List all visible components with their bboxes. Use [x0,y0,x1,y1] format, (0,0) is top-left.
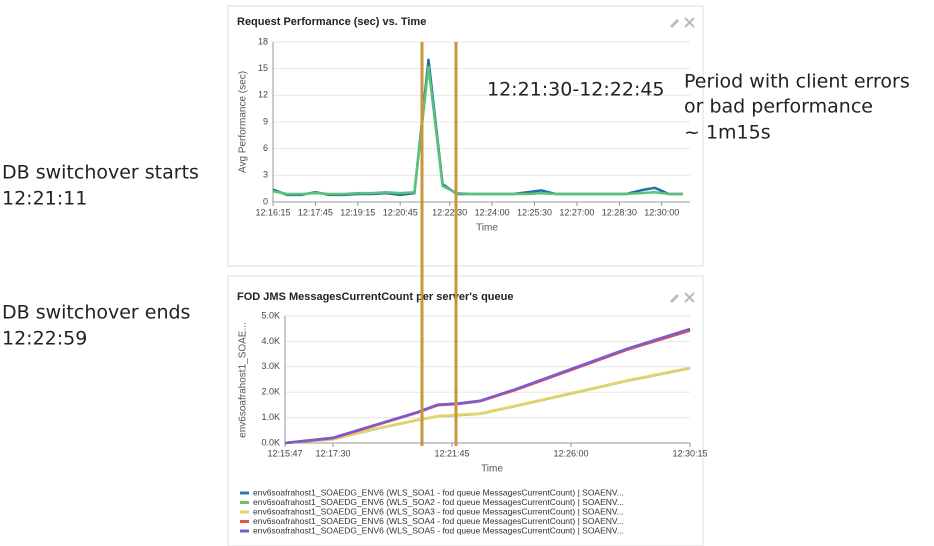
y-axis-label: Avg Performance (sec) [238,71,249,173]
legend-label: env6soafrahost1_SOAEDG_ENV6 (WLS_SOA2 - … [253,497,624,507]
y-tick-label: 12 [258,90,268,100]
y-tick-label: 2.0K [261,387,280,397]
close-icon[interactable] [684,292,695,303]
x-tick-label: 12:27:00 [559,207,594,217]
x-axis-label: Time [481,464,503,475]
x-tick-label: 12:15:47 [267,448,302,458]
y-tick-label: 9 [263,116,268,126]
annotation: 12:21:30-12:22:45 [487,79,665,101]
series-line [284,327,691,445]
close-icon[interactable] [684,17,695,28]
y-tick-label: 0.0K [261,437,280,447]
y-tick-label: 18 [258,36,268,46]
x-tick-label: 12:20:45 [383,207,418,217]
x-tick-label: 12:21:45 [435,448,470,458]
legend-swatch [240,491,249,495]
x-tick-label: 12:16:15 [255,207,290,217]
x-axis-label: Time [476,223,498,234]
annotation: Period with client errors [684,71,910,93]
x-tick-label: 12:22:30 [432,207,467,217]
y-tick-label: 3.0K [261,361,280,371]
y-tick-label: 6 [263,143,268,153]
annotation: DB switchover ends [2,302,190,324]
y-tick-label: 4.0K [261,336,280,346]
legend-label: env6soafrahost1_SOAEDG_ENV6 (WLS_SOA4 - … [253,516,624,526]
x-tick-label: 12:24:00 [475,207,510,217]
y-tick-label: 15 [258,63,268,73]
edit-icon[interactable] [670,19,679,28]
y-axis-label: env6soafrahost1_SOAE... [238,322,249,438]
x-tick-label: 12:19:15 [340,207,375,217]
panel-title: FOD JMS MessagesCurrentCount per server'… [237,291,513,303]
legend-swatch [240,529,249,533]
x-tick-label: 12:28:30 [602,207,637,217]
panel-title: Request Performance (sec) vs. Time [237,16,426,28]
legend-swatch [240,510,249,514]
y-tick-label: 0 [263,196,268,206]
annotation: ~ 1m15s [684,122,771,144]
legend-swatch [240,520,249,523]
series-line [284,366,691,445]
panel-icons[interactable] [670,17,695,303]
series-line [272,65,683,196]
panel [227,275,704,546]
x-tick-label: 12:25:30 [517,207,552,217]
x-tick-label: 12:17:45 [298,207,333,217]
y-tick-label: 1.0K [261,412,280,422]
x-tick-label: 12:26:00 [553,448,588,458]
y-tick-label: 3 [263,170,268,180]
legend-label: env6soafrahost1_SOAEDG_ENV6 (WLS_SOA1 - … [253,487,624,497]
panel [227,5,704,267]
annotation: DB switchover starts [2,162,199,184]
y-tick-label: 5.0K [261,310,280,320]
annotation: or bad performance [684,96,873,118]
legend-label: env6soafrahost1_SOAEDG_ENV6 (WLS_SOA5 - … [253,525,624,535]
edit-icon[interactable] [670,294,679,303]
legend-label: env6soafrahost1_SOAEDG_ENV6 (WLS_SOA3 - … [253,506,624,516]
annotation: 12:22:59 [2,328,87,350]
x-tick-label: 12:30:15 [672,448,707,458]
legend-swatch [240,501,249,504]
x-tick-label: 12:17:30 [316,448,351,458]
annotation: 12:21:11 [2,188,87,210]
x-tick-label: 12:30:00 [644,207,679,217]
